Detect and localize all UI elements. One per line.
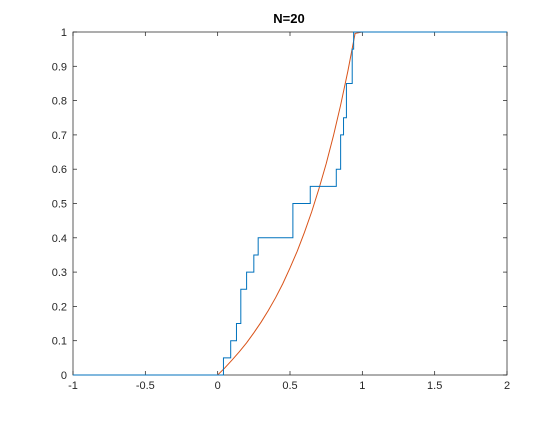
y-tick-label: 0.2 — [52, 301, 67, 313]
x-tick-label: -0.5 — [136, 380, 155, 392]
series-theoretical-cdf-line — [73, 31, 507, 376]
series-empirical-cdf-step — [73, 31, 507, 376]
x-tick-labels: -1 -0.5 0 0.5 1 1.5 2 — [68, 380, 510, 392]
y-tick-labels: 0 0.1 0.2 0.3 0.4 0.5 0.6 0.7 0.8 0.9 1 — [52, 27, 67, 382]
x-tick-label: 0.5 — [282, 380, 297, 392]
y-tick-label: 0 — [61, 370, 67, 382]
y-tick-label: 0.9 — [52, 61, 67, 73]
plot-frame — [72, 31, 508, 376]
y-tick-label: 1 — [61, 27, 67, 39]
x-tick-label: 0 — [215, 380, 221, 392]
series-layer — [73, 31, 507, 376]
y-tick-label: 0.5 — [52, 199, 67, 211]
y-tick-label: 0.8 — [52, 96, 67, 108]
chart-title: N=20 — [273, 11, 304, 26]
y-tick-label: 0.4 — [52, 233, 67, 245]
x-tick-label: 1.5 — [427, 380, 442, 392]
x-tick-label: -1 — [68, 380, 78, 392]
y-tick-label: 0.7 — [52, 130, 67, 142]
x-tick-label: 2 — [504, 380, 510, 392]
y-tick-label: 0.3 — [52, 267, 67, 279]
axis-ticks — [72, 31, 508, 376]
x-tick-label: 1 — [359, 380, 365, 392]
y-tick-label: 0.6 — [52, 164, 67, 176]
y-tick-label: 0.1 — [52, 336, 67, 348]
